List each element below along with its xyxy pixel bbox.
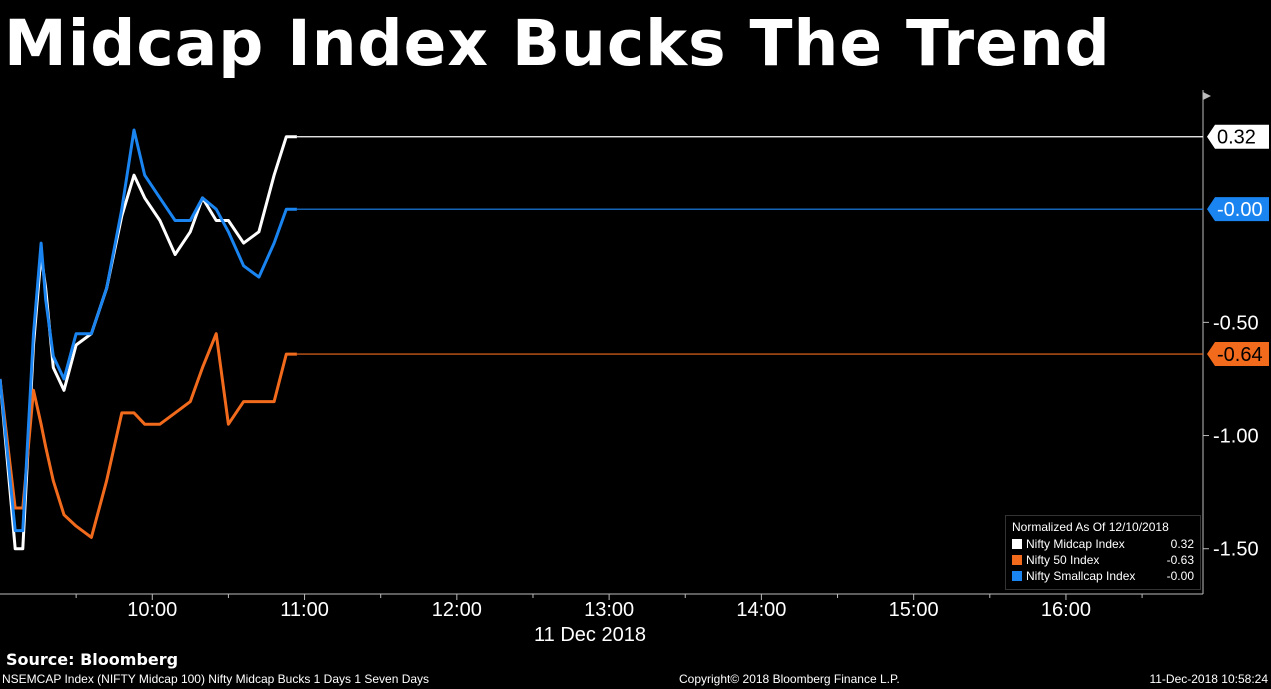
footer-ticker-text: NSEMCAP Index (NIFTY Midcap 100) Nifty M…	[2, 672, 430, 686]
legend-item-nifty50: Nifty 50 Index -0.63	[1012, 552, 1194, 568]
x-axis-label: 11 Dec 2018	[534, 624, 646, 646]
chart-title: Midcap Index Bucks The Trend	[4, 7, 1111, 80]
footer-timestamp: 11-Dec-2018 10:58:24	[1149, 672, 1268, 686]
chart-legend: Normalized As Of 12/10/2018 Nifty Midcap…	[1005, 515, 1201, 590]
legend-item-smallcap: Nifty Smallcap Index -0.00	[1012, 568, 1194, 584]
footer-bar: NSEMCAP Index (NIFTY Midcap 100) Nifty M…	[0, 672, 1271, 689]
x-tick-label: 11:00	[280, 599, 329, 621]
y-tick-label: -1.50	[1213, 539, 1259, 561]
series-line	[0, 128, 297, 533]
legend-value: 0.32	[1170, 537, 1194, 551]
value-tag-label: -0.00	[1217, 199, 1263, 221]
value-tag-box	[1207, 124, 1269, 149]
y-tick-label: -0.50	[1213, 312, 1259, 334]
legend-value: -0.63	[1166, 553, 1194, 567]
series-line	[0, 332, 297, 539]
legend-swatch	[1012, 539, 1022, 549]
legend-swatch	[1012, 555, 1022, 565]
legend-swatch	[1012, 571, 1022, 581]
y-tick-label: -1.00	[1213, 426, 1259, 448]
y-axis-arrow	[1203, 92, 1211, 100]
y-axis-ticks: -0.50 -1.00 -1.50	[1203, 312, 1259, 561]
value-tag-label: -0.64	[1217, 344, 1263, 366]
x-tick-label: 14:00	[736, 599, 786, 621]
value-tag-label: 0.32	[1217, 127, 1256, 149]
legend-header: Normalized As Of 12/10/2018	[1012, 520, 1169, 534]
legend-label: Nifty Smallcap Index	[1026, 569, 1136, 583]
chart-axes	[0, 90, 1211, 595]
legend-item-midcap: Nifty Midcap Index 0.32	[1012, 536, 1194, 552]
value-tag-box	[1207, 342, 1269, 367]
chart-series	[0, 128, 1203, 551]
footer-copyright: Copyright© 2018 Bloomberg Finance L.P.	[679, 672, 900, 686]
x-tick-label: 12:00	[432, 599, 482, 621]
legend-label: Nifty Midcap Index	[1026, 537, 1125, 551]
x-axis-ticks: 10:00 11:00 12:00 13:00 14:00 15:00 16:00	[75, 594, 1143, 621]
value-tags: 0.32 -0.64 -0.00	[1207, 124, 1269, 367]
x-tick-label: 15:00	[889, 599, 939, 621]
x-tick-label: 16:00	[1041, 599, 1091, 621]
x-tick-label: 13:00	[584, 599, 634, 621]
source-note: Source: Bloomberg	[6, 650, 179, 669]
series-line	[0, 135, 297, 551]
legend-value: -0.00	[1166, 569, 1194, 583]
legend-label: Nifty 50 Index	[1026, 553, 1100, 567]
value-tag-box	[1207, 197, 1269, 222]
x-tick-label: 10:00	[127, 599, 177, 621]
